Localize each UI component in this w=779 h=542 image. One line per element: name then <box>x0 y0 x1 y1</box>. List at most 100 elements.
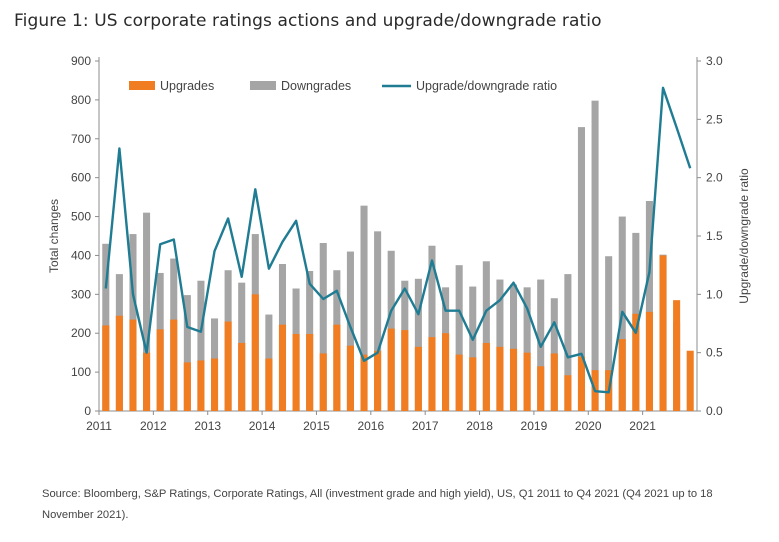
chart-title: Figure 1: US corporate ratings actions a… <box>14 11 602 31</box>
downgrades-bar <box>605 256 613 411</box>
upgrades-bar <box>265 358 273 411</box>
right-tick-label: 1.5 <box>706 229 723 243</box>
x-tick-label: 2013 <box>194 419 221 433</box>
upgrades-bar <box>469 357 477 411</box>
upgrades-bar <box>618 339 626 411</box>
x-tick-label: 2012 <box>140 419 167 433</box>
x-tick-label: 2018 <box>466 419 493 433</box>
upgrades-bar <box>360 354 368 411</box>
ratio-series-line <box>104 86 692 394</box>
upgrades-bar <box>143 352 151 411</box>
upgrades-bars <box>102 255 694 411</box>
upgrades-bar <box>129 319 137 411</box>
downgrades-bar <box>428 245 436 411</box>
downgrades-bar <box>469 286 477 411</box>
right-tick-label: 2.5 <box>706 112 723 126</box>
upgrades-bar <box>115 315 123 411</box>
upgrades-bar <box>387 328 395 411</box>
downgrades-bar <box>360 205 368 411</box>
upgrades-bar <box>306 334 314 411</box>
right-tick-label: 0.5 <box>706 346 723 360</box>
x-tick-label: 2020 <box>575 419 602 433</box>
x-tick-label: 2021 <box>629 419 656 433</box>
downgrades-bar <box>414 278 422 411</box>
downgrades-bar <box>564 274 572 411</box>
upgrades-bar <box>251 294 259 411</box>
legend-label-upgrades: Upgrades <box>160 79 214 93</box>
upgrades-bar <box>428 337 436 411</box>
x-tick-label: 2014 <box>249 419 276 433</box>
upgrades-bar <box>414 346 422 411</box>
x-tick-label: 2011 <box>86 419 112 433</box>
upgrades-bar <box>455 354 463 411</box>
downgrades-bar <box>591 100 599 412</box>
upgrades-bar <box>170 319 178 411</box>
upgrades-bar <box>102 325 110 411</box>
left-tick-label: 900 <box>71 54 91 68</box>
left-axis-title: Total changes <box>47 199 61 273</box>
right-tick-label: 2.0 <box>706 171 723 185</box>
upgrades-bar <box>632 313 640 411</box>
legend-swatch-upgrades <box>129 81 155 90</box>
upgrades-bar <box>278 324 287 411</box>
legend: Upgrades Downgrades Upgrade/downgrade rati… <box>129 79 557 93</box>
x-tick-label: 2017 <box>412 419 439 433</box>
left-tick-label: 800 <box>71 93 91 107</box>
upgrades-bar <box>686 350 694 411</box>
upgrades-bar <box>292 334 300 411</box>
upgrades-bar <box>550 353 558 411</box>
upgrades-bar <box>509 348 518 411</box>
upgrades-bar <box>523 352 531 411</box>
left-tick-label: 700 <box>71 132 91 146</box>
downgrades-bar <box>482 261 490 411</box>
upgrades-bar <box>238 342 246 411</box>
x-tick-label: 2016 <box>357 419 384 433</box>
upgrades-bar <box>319 353 327 411</box>
right-tick-label: 1.0 <box>706 287 723 301</box>
right-tick-label: 3.0 <box>706 54 723 68</box>
left-tick-label: 300 <box>71 287 91 301</box>
upgrades-bar <box>577 356 586 411</box>
downgrades-bar <box>183 295 191 411</box>
upgrades-bar <box>401 330 409 411</box>
downgrades-bar <box>319 243 327 411</box>
downgrades-bar <box>455 265 463 411</box>
downgrades-bar <box>496 279 504 411</box>
upgrades-bar <box>645 311 653 411</box>
upgrades-bar <box>564 375 572 411</box>
left-tick-label: 100 <box>71 365 91 379</box>
upgrades-bar <box>673 300 681 411</box>
downgrades-bar <box>577 127 586 411</box>
ratio-line <box>104 86 692 394</box>
left-tick-label: 0 <box>84 404 91 418</box>
upgrades-bar <box>224 321 232 411</box>
upgrades-bar <box>346 345 354 411</box>
legend-label-downgrades: Downgrades <box>281 79 351 93</box>
downgrades-bar <box>509 284 518 411</box>
upgrades-bar <box>442 333 450 411</box>
left-tick-label: 600 <box>71 171 91 185</box>
upgrades-bar <box>496 346 504 411</box>
downgrades-bar <box>523 287 531 411</box>
downgrades-bar <box>197 280 205 411</box>
left-tick-label: 400 <box>71 248 91 262</box>
upgrades-bar <box>183 362 191 411</box>
downgrades-bar <box>143 212 151 411</box>
upgrades-bar <box>659 255 667 411</box>
axes: 0 100 200 300 400 500 600 700 800 900 0.0 0.5 1.0 1.5… <box>47 54 751 433</box>
downgrades-bar <box>645 201 653 411</box>
upgrades-bar <box>537 366 545 411</box>
right-axis-title: Upgrade/downgrade ratio <box>737 168 751 304</box>
legend-swatch-downgrades <box>250 81 276 90</box>
upgrades-bar <box>482 342 490 411</box>
x-tick-label: 2015 <box>303 419 330 433</box>
upgrades-bar <box>197 360 205 411</box>
x-tick-label: 2019 <box>521 419 548 433</box>
downgrades-bar <box>346 251 354 411</box>
legend-label-ratio: Upgrade/downgrade ratio <box>416 79 557 93</box>
upgrades-bar <box>156 329 164 411</box>
upgrades-bar <box>210 358 219 411</box>
left-tick-label: 200 <box>71 326 91 340</box>
right-tick-label: 0.0 <box>706 404 723 418</box>
source-note: Source: Bloomberg, S&P Ratings, Corporat… <box>42 488 713 521</box>
